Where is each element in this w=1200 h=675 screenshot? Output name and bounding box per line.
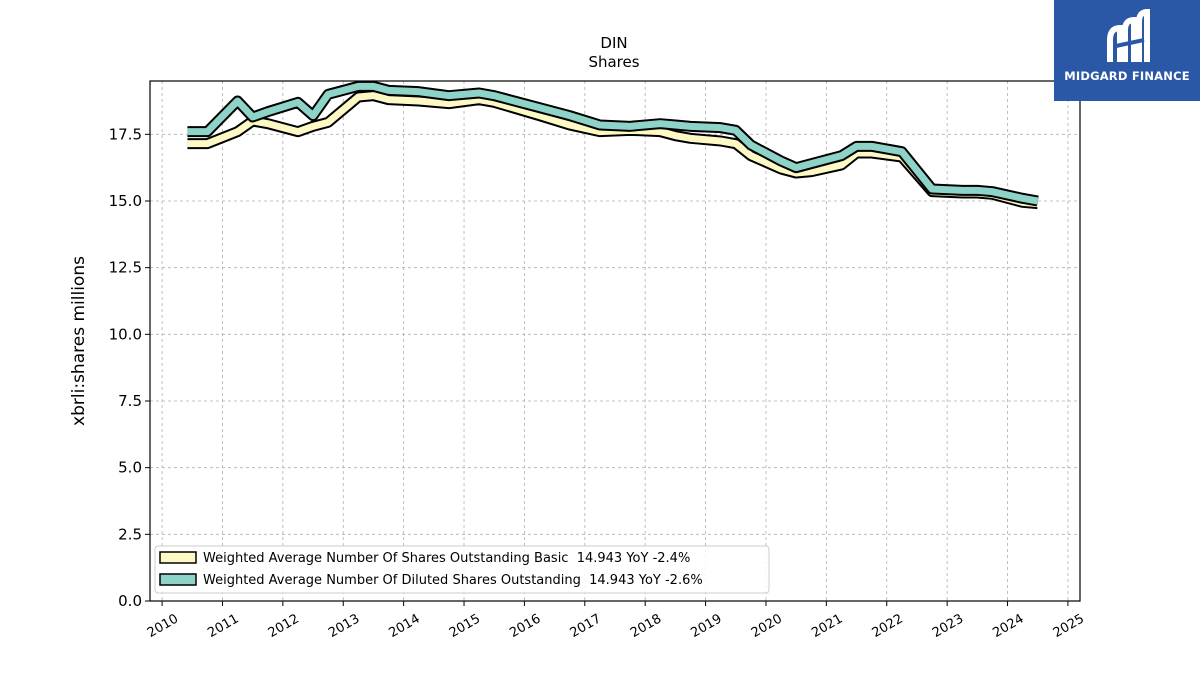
series-diluted-line-outline: [187, 80, 1039, 207]
y-axis: 0.0 2.5 5.0 7.5 10.0 12.5 15.0 17.5: [109, 125, 150, 610]
x-tick-label: 2016: [507, 611, 543, 641]
x-tick-label: 2013: [326, 611, 362, 641]
y-tick-label: 10.0: [109, 325, 142, 343]
x-tick-label: 2011: [205, 611, 241, 641]
brand-mark-icon: [1107, 8, 1150, 62]
y-axis-label: xbrli:shares millions: [69, 256, 89, 426]
brand-logo: MIDGARD FINANCE: [1054, 0, 1200, 101]
x-tick-label: 2024: [990, 611, 1026, 641]
x-tick-label: 2025: [1051, 611, 1087, 641]
brand-name: MIDGARD FINANCE: [1064, 69, 1190, 83]
x-tick-label: 2021: [809, 611, 845, 641]
y-tick-label: 15.0: [109, 192, 142, 210]
x-tick-label: 2017: [568, 611, 604, 641]
x-tick-label: 2018: [628, 611, 664, 641]
legend-box: [154, 545, 770, 594]
legend-label-basic: Weighted Average Number Of Shares Outsta…: [203, 551, 690, 566]
chart-title: DIN: [600, 34, 627, 52]
series-layer: [187, 80, 1039, 210]
y-tick-label: 5.0: [118, 459, 142, 477]
x-tick-label: 2014: [386, 611, 422, 641]
plot-frame: [149, 80, 1081, 602]
grid-lines: [150, 81, 1080, 602]
x-tick-label: 2010: [145, 611, 181, 641]
legend-label-diluted: Weighted Average Number Of Diluted Share…: [203, 573, 703, 588]
chart-subtitle: Shares: [588, 53, 639, 71]
x-axis: 2010 2011 2012 2013 2014 2015 2016 2017 2018 2019…: [145, 601, 1087, 641]
legend: Weighted Average Number Of Shares Outsta…: [154, 545, 770, 594]
y-tick-label: 7.5: [118, 392, 142, 410]
y-tick-label: 17.5: [109, 125, 142, 143]
y-tick-label: 12.5: [109, 259, 142, 277]
x-tick-label: 2012: [266, 611, 302, 641]
x-tick-label: 2023: [930, 611, 966, 641]
x-tick-label: 2020: [749, 611, 785, 641]
legend-swatch-diluted: [159, 573, 197, 586]
x-tick-label: 2015: [447, 611, 483, 641]
series-diluted-line: [187, 82, 1039, 205]
legend-swatch-basic: [159, 551, 197, 564]
x-tick-label: 2022: [870, 611, 906, 641]
y-tick-label: 2.5: [118, 525, 142, 543]
y-tick-label: 0.0: [118, 592, 142, 610]
x-tick-label: 2019: [688, 611, 724, 641]
